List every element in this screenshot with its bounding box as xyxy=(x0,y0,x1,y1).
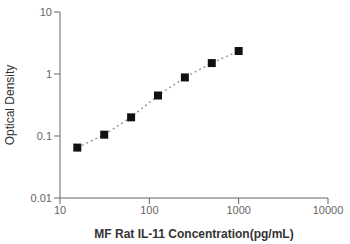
svg-text:10: 10 xyxy=(54,204,66,216)
svg-text:MF Rat IL-11 Concentration(pg/: MF Rat IL-11 Concentration(pg/mL) xyxy=(94,227,293,241)
svg-text:10: 10 xyxy=(40,6,52,18)
svg-text:0.1: 0.1 xyxy=(37,130,52,142)
svg-text:0.01: 0.01 xyxy=(31,192,52,204)
svg-text:1000: 1000 xyxy=(226,204,250,216)
svg-text:Optical Density: Optical Density xyxy=(8,65,17,146)
svg-text:10000: 10000 xyxy=(313,204,342,216)
svg-text:1: 1 xyxy=(46,68,52,80)
svg-text:100: 100 xyxy=(140,204,158,216)
